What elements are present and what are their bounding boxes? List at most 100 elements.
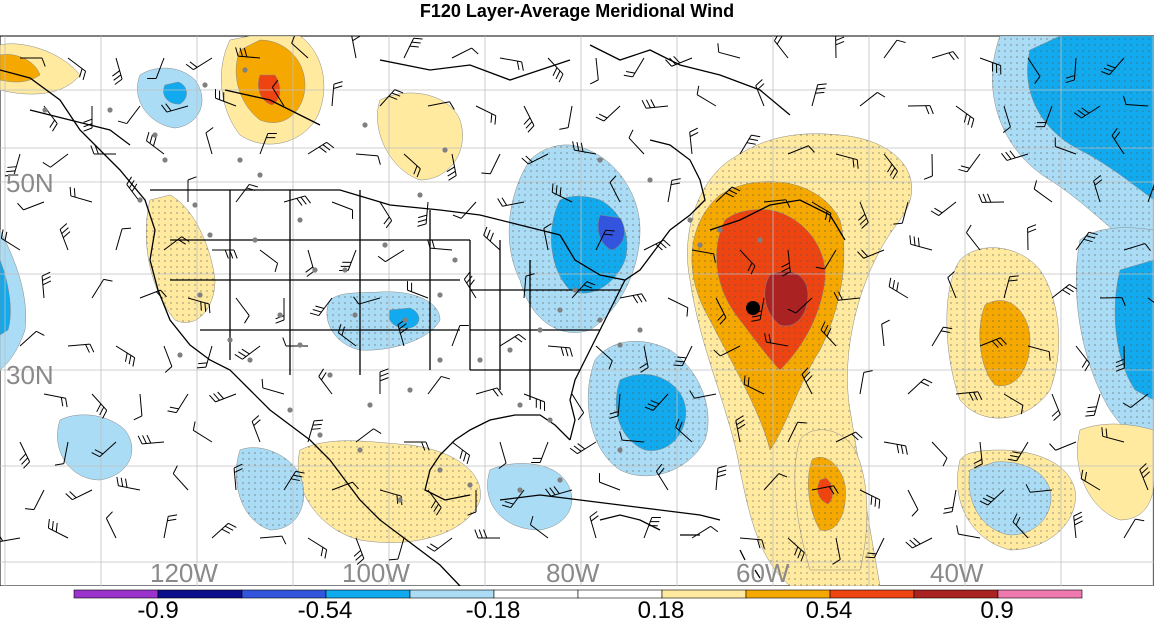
barb-feather bbox=[781, 267, 791, 273]
barb-staff bbox=[427, 489, 442, 508]
wind-barb bbox=[205, 127, 214, 155]
barb-feather bbox=[619, 431, 623, 441]
barb-feather bbox=[430, 500, 437, 509]
wind-barb bbox=[1100, 57, 1125, 76]
barb-feather bbox=[459, 449, 464, 459]
barb-feather bbox=[658, 467, 665, 476]
barb-feather bbox=[425, 441, 430, 451]
barb-feather bbox=[670, 182, 680, 186]
barb-feather bbox=[632, 295, 639, 304]
barb-feather bbox=[379, 368, 389, 373]
barb-feather bbox=[1135, 518, 1145, 522]
barb-feather bbox=[126, 176, 132, 185]
station-dot bbox=[237, 157, 243, 163]
barb-staff bbox=[166, 105, 189, 113]
barb-staff bbox=[530, 524, 549, 539]
wind-barb bbox=[307, 419, 324, 443]
barb-staff bbox=[1016, 441, 1029, 462]
barb-feather bbox=[645, 99, 651, 109]
barb-feather bbox=[1065, 79, 1075, 84]
barb-feather bbox=[233, 463, 243, 469]
stipple-overlay bbox=[146, 195, 215, 323]
barb-feather bbox=[747, 377, 750, 387]
wind-barb bbox=[185, 57, 213, 71]
barb-feather bbox=[1115, 367, 1125, 372]
barb-feather bbox=[504, 501, 514, 505]
boundary-line bbox=[499, 494, 721, 521]
stipple-overlay bbox=[326, 291, 440, 351]
barb-feather bbox=[204, 302, 207, 312]
barb-feather bbox=[553, 486, 560, 494]
barb-feather bbox=[787, 308, 797, 314]
wind-barb bbox=[388, 537, 405, 561]
barb-feather bbox=[355, 554, 363, 561]
wind-barb bbox=[331, 481, 359, 491]
barb-feather bbox=[573, 445, 582, 452]
barb-feather bbox=[91, 452, 100, 458]
barb-feather bbox=[896, 282, 899, 292]
station-dot bbox=[757, 237, 763, 243]
barb-staff bbox=[901, 201, 909, 224]
wind-barb bbox=[543, 223, 552, 251]
barb-staff bbox=[13, 153, 21, 176]
barb-feather bbox=[689, 131, 699, 137]
station-dot bbox=[697, 242, 703, 248]
barb-staff bbox=[434, 537, 453, 552]
wind-barb bbox=[628, 129, 645, 155]
barb-feather bbox=[925, 105, 930, 115]
barb-feather bbox=[835, 40, 845, 46]
barb-feather bbox=[124, 352, 128, 362]
barb-staff bbox=[577, 441, 597, 455]
wind-barb bbox=[172, 465, 189, 491]
barb-feather bbox=[920, 381, 930, 387]
barb-feather bbox=[233, 249, 238, 259]
barb-feather bbox=[318, 368, 324, 377]
barb-feather bbox=[83, 123, 93, 128]
barb-feather bbox=[717, 469, 727, 473]
barb-staff bbox=[105, 518, 117, 539]
wind-barb bbox=[475, 387, 503, 397]
barb-feather bbox=[0, 229, 4, 239]
wind-barb bbox=[551, 183, 573, 203]
wind-barb bbox=[833, 291, 861, 301]
wind-barb bbox=[196, 345, 213, 369]
barb-staff bbox=[499, 333, 519, 347]
wind-barb bbox=[609, 175, 621, 203]
barb-feather bbox=[1074, 520, 1083, 526]
wind-barb bbox=[979, 57, 1002, 75]
station-dot bbox=[317, 432, 323, 438]
barb-feather bbox=[94, 145, 99, 155]
barb-feather bbox=[19, 453, 27, 461]
barb-feather bbox=[867, 552, 877, 555]
barb-feather bbox=[856, 159, 859, 169]
station-dot bbox=[437, 292, 443, 298]
wind-barb bbox=[283, 470, 305, 491]
wind-barb bbox=[881, 319, 890, 347]
barb-feather bbox=[324, 549, 328, 559]
wind-barb bbox=[713, 345, 741, 357]
wind-barb bbox=[481, 153, 501, 175]
wind-barb bbox=[67, 57, 87, 81]
wind-barb bbox=[521, 153, 549, 165]
wind-barb bbox=[1025, 484, 1053, 493]
lon-label-60w: 60W bbox=[736, 558, 790, 586]
barb-feather bbox=[274, 263, 279, 273]
wind-barb bbox=[1073, 105, 1101, 119]
wind-barb bbox=[117, 105, 141, 125]
wind-barb bbox=[787, 145, 815, 155]
station-dot bbox=[382, 242, 388, 248]
barb-staff bbox=[766, 341, 789, 347]
barb-staff bbox=[859, 372, 865, 395]
barb-feather bbox=[887, 164, 893, 173]
wind-barb bbox=[307, 141, 335, 155]
barb-staff bbox=[643, 517, 653, 539]
barb-feather bbox=[686, 307, 689, 317]
wind-barb bbox=[739, 537, 765, 549]
barb-feather bbox=[185, 63, 194, 71]
barb-feather bbox=[970, 118, 975, 128]
barb-feather bbox=[555, 185, 558, 195]
barb-feather bbox=[678, 421, 683, 431]
wind-barb bbox=[43, 393, 68, 408]
barb-feather bbox=[1084, 471, 1088, 482]
barb-feather bbox=[205, 127, 214, 134]
